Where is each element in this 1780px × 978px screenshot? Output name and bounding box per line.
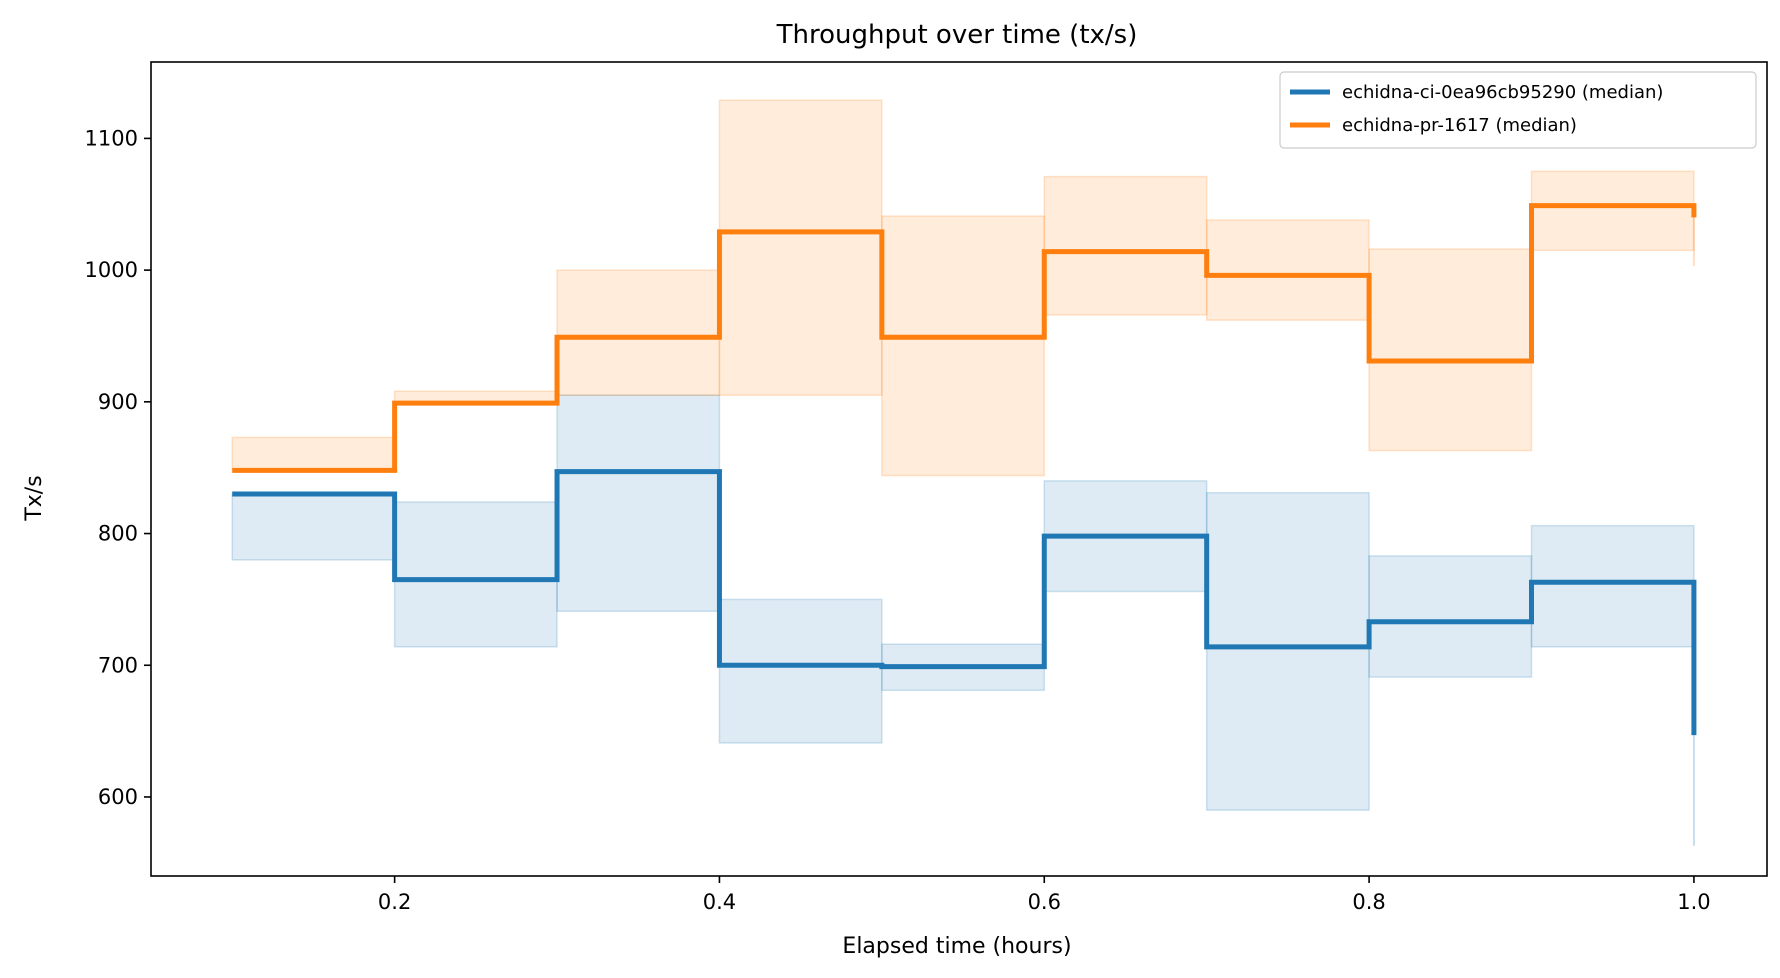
y-tick-label: 1100 [85,126,138,150]
x-tick-label: 0.6 [1028,890,1061,914]
median-lines [232,203,1697,736]
x-tick-label: 0.8 [1352,890,1385,914]
band-2-segment-3 [556,269,721,396]
band-2-segment-8 [1368,248,1533,452]
y-tick-label: 700 [98,653,138,677]
band-2-segment-9 [1530,170,1695,252]
x-tick-label: 1.0 [1677,890,1710,914]
band-1-segment-9 [1530,524,1695,648]
y-axis-title: Tx/s [22,475,47,521]
series-line-2 [232,203,1697,473]
band-1-segment-2 [393,501,558,648]
y-tick-label: 800 [98,522,138,546]
band-2-segment-5 [881,215,1046,477]
y-axis-ticks: 600 700 800 900 1000 1100 [85,126,151,809]
band-2-segment-4 [718,99,883,396]
plot-frame [150,61,1768,877]
x-tick-label: 0.4 [703,890,736,914]
legend: echidna-ci-0ea96cb95290 (median) echidna-… [1279,71,1757,149]
x-axis-ticks: 0.2 0.4 0.6 0.8 1.0 [378,876,1711,914]
band-2-segment-6 [1043,175,1208,316]
band-2-segment-1 [231,436,396,472]
band-1-segment-3 [556,394,721,613]
x-axis-title: Elapsed time (hours) [842,934,1071,959]
band-1-segment-7 [1205,491,1370,811]
y-tick-label: 600 [98,785,138,809]
band-1-segment-4 [718,598,883,744]
x-tick-label: 0.2 [378,890,411,914]
band-1-segment-8 [1368,555,1533,678]
y-tick-label: 900 [98,390,138,414]
legend-box [1279,71,1757,149]
legend-label-1: echidna-ci-0ea96cb95290 (median) [1342,82,1663,103]
legend-label-2: echidna-pr-1617 (median) [1342,115,1577,136]
band-2-segment-7 [1205,219,1370,321]
confidence-bands [231,99,1695,846]
y-tick-label: 1000 [85,258,138,282]
chart-title: Throughput over time (tx/s) [776,20,1138,50]
band-1-segment-1 [231,493,396,561]
series-line-1 [232,469,1697,736]
